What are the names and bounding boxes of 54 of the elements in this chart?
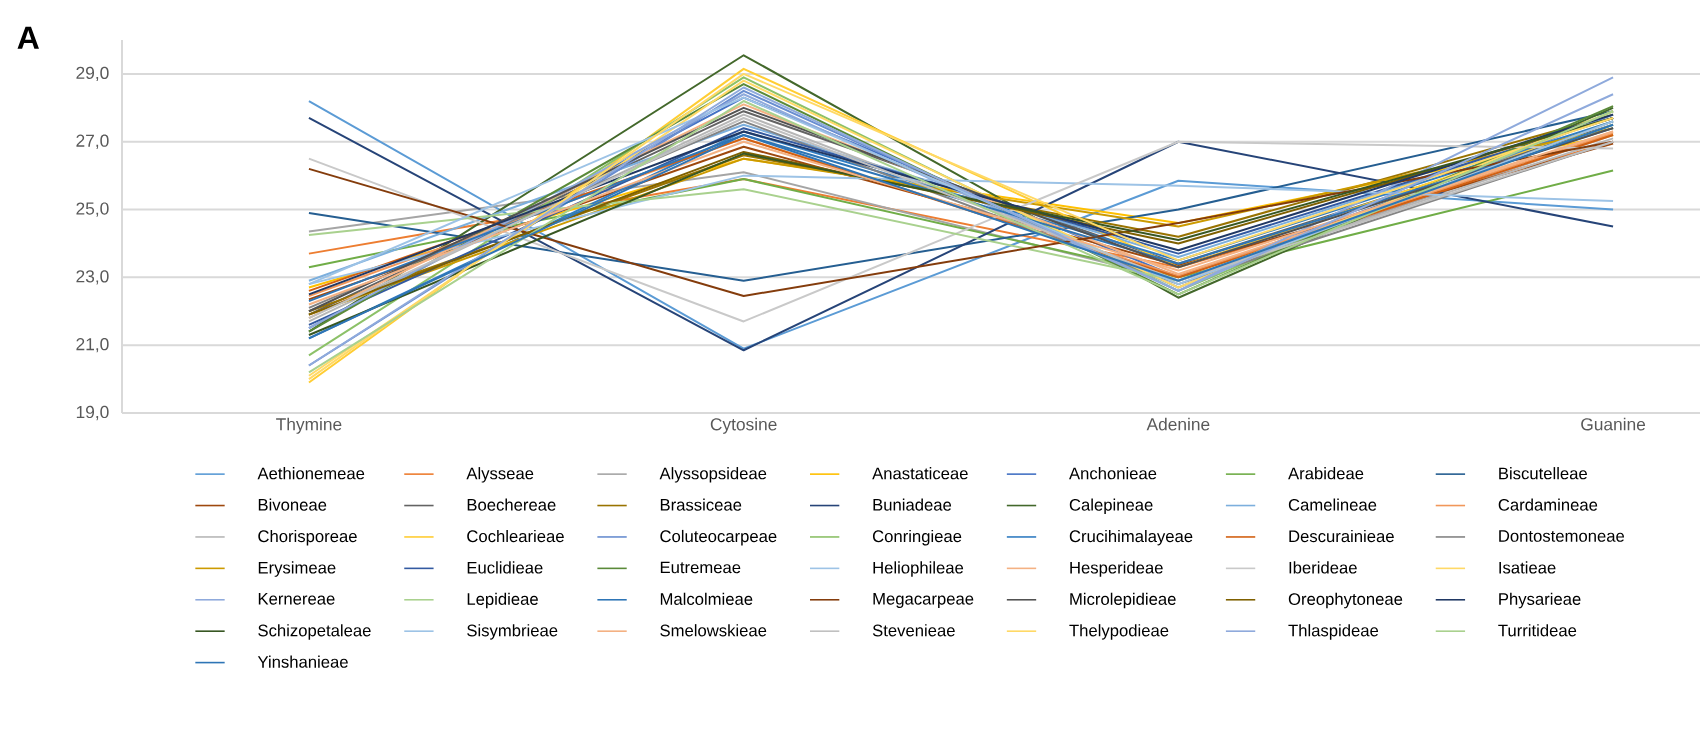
legend-label: Conringieae	[872, 529, 962, 546]
legend-label: Heliophileae	[873, 561, 964, 577]
legend-label: Yinshanieae	[257, 655, 348, 668]
legend-label: Calepineae	[1069, 498, 1153, 515]
legend-label: Arabideae	[1288, 467, 1364, 480]
legend-label: Physarieae	[1499, 592, 1581, 609]
legend-label: Alysseae	[466, 467, 534, 483]
legend-label: Eutremeae	[660, 561, 741, 574]
y-tick-label: 29,0	[76, 66, 109, 82]
legend-label: Chorisporeae	[258, 529, 357, 546]
legend-label: Smelowskieae	[660, 624, 767, 637]
y-tick-label: 21,0	[76, 338, 109, 353]
legend-label: Brassiceae	[660, 498, 742, 511]
x-tick-label: Thymine	[276, 417, 342, 434]
y-tick-label: 19,0	[76, 405, 109, 421]
legend-label: Thlaspideae	[1288, 624, 1379, 640]
legend-label: Cardamineae	[1498, 498, 1598, 511]
legend-label: Turritideae	[1498, 624, 1577, 637]
legend-label: Buniadeae	[873, 498, 952, 511]
x-tick-label: Guanine	[1581, 417, 1646, 431]
legend-label: Coluteocarpeae	[660, 529, 777, 546]
legend-label: Microlepidieae	[1070, 592, 1176, 609]
legend-label: Sisymbrieae	[467, 624, 558, 640]
legend-label: Hesperideae	[1070, 561, 1163, 577]
legend-label: Camelineae	[1288, 498, 1377, 511]
legend-label: Anchonieae	[1069, 467, 1157, 480]
legend-label: Lepidieae	[467, 592, 538, 609]
y-tick-label: 23,0	[76, 270, 109, 285]
legend-label: Boechereae	[467, 498, 556, 511]
legend-label: Isatieae	[1499, 561, 1556, 574]
legend-label: Cochlearieae	[467, 529, 564, 543]
legend-label: Biscutelleae	[1499, 467, 1587, 480]
legend-label: Schizopetaleae	[258, 624, 371, 640]
y-tick-label: 25,0	[76, 202, 109, 217]
legend-label: Megacarpeae	[873, 593, 974, 608]
legend-label: Anastaticeae	[872, 467, 968, 480]
x-tick-label: Cytosine	[710, 417, 777, 434]
legend-label: Euclidieae	[467, 561, 543, 574]
legend-label: Descurainieae	[1289, 529, 1394, 543]
text: A	[17, 26, 39, 49]
legend-label: Alyssopsideae	[659, 467, 767, 483]
legend-label: Dontostemoneae	[1499, 530, 1625, 542]
legend-label: Oreophytoneae	[1288, 592, 1403, 609]
legend-label: Crucihimalayeae	[1069, 529, 1193, 546]
legend-label: Aethionemeae	[257, 467, 365, 480]
legend-label: Erysimeae	[258, 561, 336, 577]
x-tick-label: Adenine	[1146, 417, 1210, 431]
legend-label: Bivoneae	[258, 498, 327, 511]
legend-label: Kernereae	[258, 593, 335, 605]
legend-label: Iberideae	[1289, 561, 1357, 574]
legend-label: Stevenieae	[872, 624, 955, 637]
legend-label: Thelypodieae	[1069, 624, 1169, 640]
y-tick-label: 27,0	[76, 134, 109, 149]
legend-label: Malcolmieae	[660, 592, 753, 605]
